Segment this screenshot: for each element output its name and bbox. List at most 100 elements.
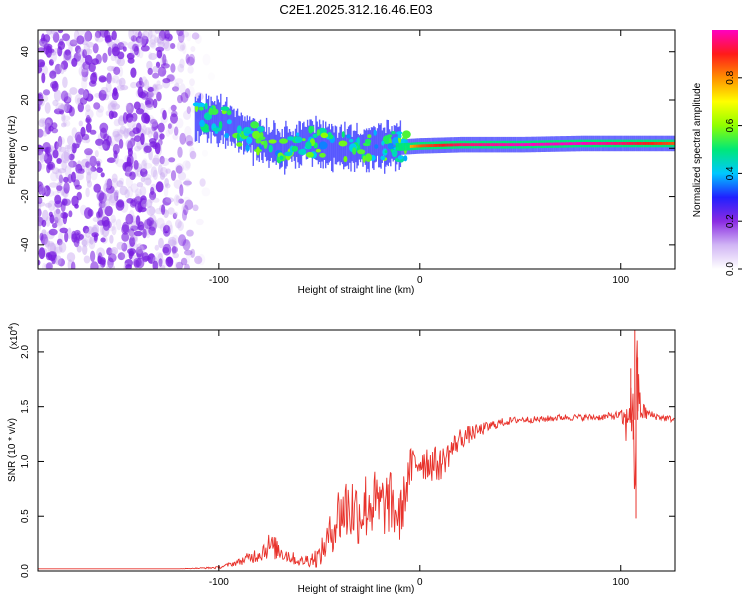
- band-ridge: [612, 142, 614, 145]
- noise-speckle: [71, 57, 78, 67]
- noise-speckle: [45, 240, 51, 249]
- spectrogram-ytick-label: 40: [20, 46, 31, 58]
- noise-speckle: [98, 143, 108, 150]
- band-blob: [397, 155, 403, 160]
- noise-speckle: [81, 78, 88, 90]
- noise-speckle: [45, 122, 52, 135]
- noise-speckle: [75, 163, 83, 174]
- band-outer: [233, 108, 235, 144]
- noise-speckle: [125, 166, 132, 174]
- noise-speckle: [112, 128, 121, 137]
- band-blob: [320, 132, 329, 139]
- band-ridge: [665, 142, 667, 145]
- noise-speckle: [126, 198, 134, 204]
- band-blob: [338, 140, 348, 147]
- noise-speckle: [55, 208, 61, 215]
- band-ridge: [599, 142, 601, 145]
- noise-speckle: [39, 117, 46, 124]
- noise-speckle: [48, 228, 58, 236]
- noise-speckle: [161, 204, 166, 216]
- noise-speckle: [92, 43, 99, 54]
- band-blob: [291, 145, 299, 152]
- band-ridge: [581, 142, 584, 145]
- noise-speckle: [95, 108, 104, 118]
- noise-speckle: [46, 240, 55, 247]
- band-outer: [199, 93, 201, 137]
- band-ridge: [613, 142, 616, 145]
- band-outer: [284, 126, 286, 175]
- noise-speckle: [95, 138, 104, 146]
- snr-series-line: [38, 340, 675, 570]
- noise-speckle: [171, 246, 178, 254]
- noise-speckle: [58, 241, 67, 253]
- noise-speckle: [184, 199, 194, 211]
- noise-speckle: [182, 239, 191, 251]
- noise-speckle: [128, 228, 135, 237]
- band-outer: [299, 121, 301, 165]
- band-outer: [376, 128, 379, 156]
- noise-speckle: [152, 65, 159, 73]
- band-blob: [279, 155, 284, 160]
- noise-speckle: [159, 155, 165, 165]
- noise-speckle: [137, 86, 144, 98]
- band-outer: [275, 134, 277, 165]
- band-ridge: [498, 143, 500, 147]
- band-outer: [343, 135, 345, 170]
- noise-speckle: [186, 140, 194, 147]
- spectrogram-frame: [37, 29, 676, 270]
- band-outer: [288, 129, 291, 158]
- band-ridge: [469, 143, 471, 147]
- noise-speckle: [190, 248, 196, 258]
- noise-speckle: [189, 150, 197, 160]
- noise-speckle: [177, 171, 187, 181]
- noise-speckle: [168, 236, 177, 246]
- snr-xtick-label: -100: [209, 577, 229, 588]
- noise-speckle: [175, 165, 183, 174]
- band-outer: [263, 126, 265, 153]
- noise-speckle: [153, 154, 160, 167]
- noise-speckle: [197, 253, 206, 266]
- noise-speckle: [96, 247, 105, 258]
- noise-speckle: [162, 38, 170, 50]
- band-ridge: [525, 143, 528, 146]
- noise-speckle: [186, 106, 191, 115]
- spectrogram-ytick-label: 0: [20, 145, 31, 151]
- band-outer: [227, 109, 229, 146]
- band-outer: [206, 99, 209, 143]
- band-ridge: [520, 143, 523, 147]
- noise-speckle: [173, 82, 180, 92]
- spectrogram-xtick-label: -100: [209, 275, 229, 286]
- band-ridge: [652, 142, 655, 145]
- noise-speckle: [83, 43, 91, 56]
- band-blob: [305, 151, 314, 158]
- band-ridge: [556, 142, 558, 146]
- noise-speckle: [165, 197, 175, 203]
- band-ridge: [506, 143, 508, 147]
- band-ridge: [654, 142, 656, 145]
- noise-speckle: [180, 257, 188, 266]
- noise-speckle: [62, 102, 71, 113]
- band-blob: [367, 134, 372, 139]
- noise-speckle: [129, 236, 136, 248]
- band-blob: [315, 148, 321, 153]
- band-ridge: [625, 142, 627, 145]
- band-outer: [370, 127, 373, 157]
- noise-speckles: [38, 30, 215, 269]
- band-outer: [367, 130, 369, 169]
- noise-speckle: [50, 171, 59, 182]
- noise-speckle: [57, 168, 67, 174]
- band-ridge: [528, 143, 531, 146]
- band-ridge: [422, 144, 425, 148]
- band-ridge: [644, 142, 647, 145]
- noise-speckle: [38, 128, 44, 138]
- noise-speckle: [111, 173, 118, 183]
- noise-speckle: [148, 30, 153, 40]
- noise-speckle: [175, 261, 184, 269]
- noise-speckle: [104, 34, 114, 43]
- noise-speckle: [43, 43, 53, 50]
- noise-speckle: [162, 78, 171, 84]
- noise-speckle: [116, 180, 124, 188]
- noise-speckle: [81, 239, 88, 246]
- band-ridge: [554, 142, 556, 146]
- band-ridge: [523, 143, 526, 147]
